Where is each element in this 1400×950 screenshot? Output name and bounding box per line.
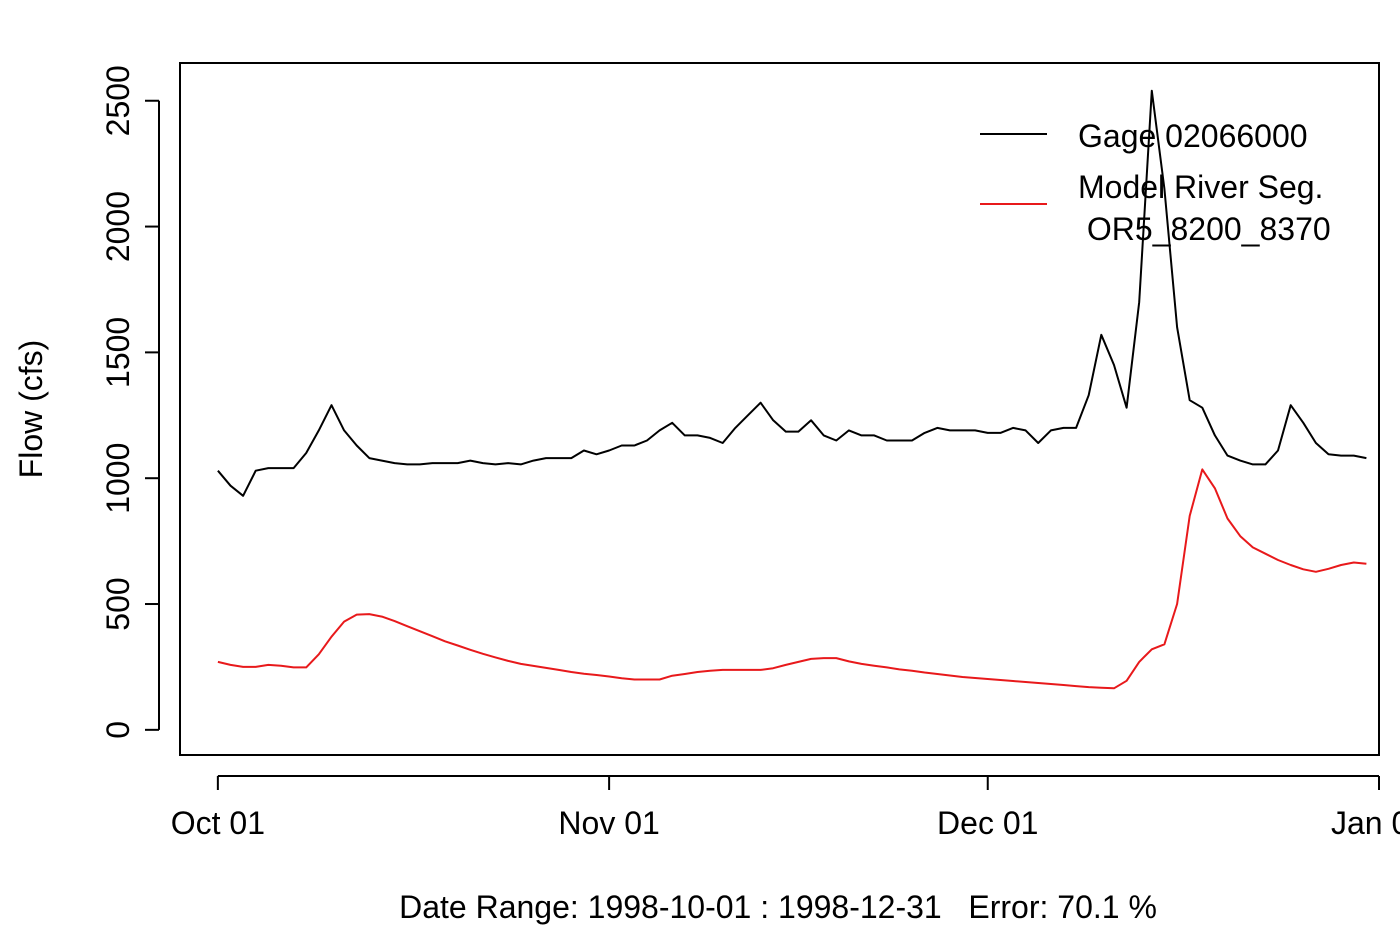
y-tick-label: 1000 bbox=[100, 443, 136, 514]
series-line-model bbox=[217, 468, 1367, 690]
x-axis-caption: Date Range: 1998-10-01 : 1998-12-31 Erro… bbox=[399, 889, 1157, 925]
series-line-gage bbox=[217, 89, 1367, 497]
y-tick-label: 2500 bbox=[100, 65, 136, 136]
series-layer bbox=[217, 89, 1367, 690]
legend-label-model-line1: Model River Seg. bbox=[1078, 169, 1323, 205]
legend: Gage 02066000 Model River Seg. OR5_8200_… bbox=[980, 118, 1331, 247]
x-tick-label: Nov 01 bbox=[558, 805, 659, 841]
y-tick-label: 500 bbox=[100, 577, 136, 630]
y-axis-title: Flow (cfs) bbox=[13, 340, 49, 479]
legend-label-model-line2: OR5_8200_8370 bbox=[1078, 211, 1331, 247]
x-tick-label: Jan 01 bbox=[1331, 805, 1400, 841]
y-tick-label: 2000 bbox=[100, 191, 136, 262]
y-tick-label: 0 bbox=[100, 721, 136, 739]
y-axis: 0 500 1000 1500 2000 2500 bbox=[100, 65, 160, 739]
plot-frame bbox=[179, 62, 1380, 756]
x-axis: Oct 01 Nov 01 Dec 01 Jan 01 bbox=[171, 775, 1400, 841]
x-tick-label: Dec 01 bbox=[937, 805, 1038, 841]
y-tick-label: 1500 bbox=[100, 317, 136, 388]
x-tick-label: Oct 01 bbox=[171, 805, 265, 841]
legend-label-gage: Gage 02066000 bbox=[1078, 118, 1308, 154]
